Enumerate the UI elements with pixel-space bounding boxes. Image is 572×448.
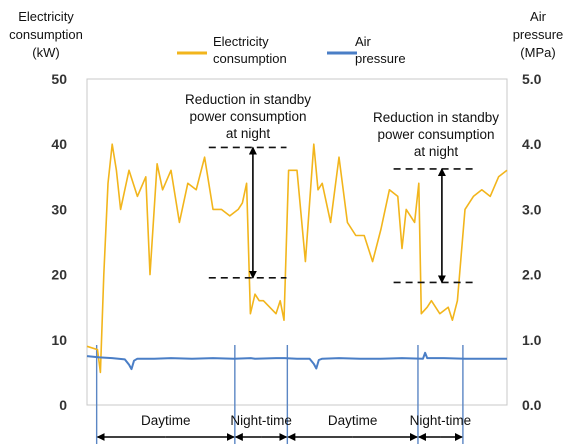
right-tick-label: 2.0	[522, 267, 542, 283]
right-axis-title-line: pressure	[513, 27, 564, 42]
axis-ticks: 0 10 20 30 40 50 0.0 1.0 2.0 3.0 4.0 5.0	[51, 71, 541, 413]
annotation-text: at night	[226, 126, 271, 141]
series-group	[86, 143, 508, 374]
period-label: Night-time	[410, 413, 472, 428]
legend-label: pressure	[355, 51, 406, 66]
right-tick-label: 3.0	[522, 201, 542, 217]
annotation-text: at night	[414, 144, 459, 159]
right-tick-label: 4.0	[522, 136, 542, 152]
right-tick-label: 1.0	[522, 332, 542, 348]
left-axis-title-line: (kW)	[32, 45, 59, 60]
left-tick-label: 30	[51, 201, 67, 217]
left-tick-label: 50	[51, 71, 67, 87]
plot-frame	[86, 78, 508, 406]
left-axis-title-line: consumption	[9, 27, 83, 42]
annotation-text: power consumption	[377, 127, 494, 142]
right-tick-label: 5.0	[522, 71, 542, 87]
legend-label: Air	[355, 34, 372, 49]
period-label: Night-time	[230, 413, 292, 428]
right-tick-label: 0.0	[522, 397, 542, 413]
legend: Electricity consumption Air pressure	[177, 34, 406, 66]
left-axis-title-line: Electricity	[18, 9, 74, 24]
period-dividers	[95, 345, 464, 444]
left-tick-label: 40	[51, 136, 67, 152]
left-tick-label: 20	[51, 267, 67, 283]
left-tick-label: 10	[51, 332, 67, 348]
annotation-text: Reduction in standby	[373, 110, 499, 125]
electricity-line	[86, 143, 508, 374]
period-label: Daytime	[328, 413, 378, 428]
left-tick-label: 0	[59, 397, 67, 413]
annotations: Reduction in standby power consumption at …	[185, 92, 499, 284]
legend-label: Electricity	[213, 34, 269, 49]
legend-label: consumption	[213, 51, 287, 66]
right-axis-title-line: Air	[530, 9, 547, 24]
left-axis-title: Electricity consumption (kW)	[9, 9, 83, 60]
air-pressure-line	[86, 351, 507, 371]
right-axis-title-line: (MPa)	[520, 45, 555, 60]
annotation-text: Reduction in standby	[185, 92, 311, 107]
right-axis-title: Air pressure (MPa)	[513, 9, 564, 60]
annotation-text: power consumption	[189, 109, 306, 124]
period-label: Daytime	[141, 413, 191, 428]
period-arrows: Daytime Night-time Daytime Night-time	[96, 413, 472, 441]
